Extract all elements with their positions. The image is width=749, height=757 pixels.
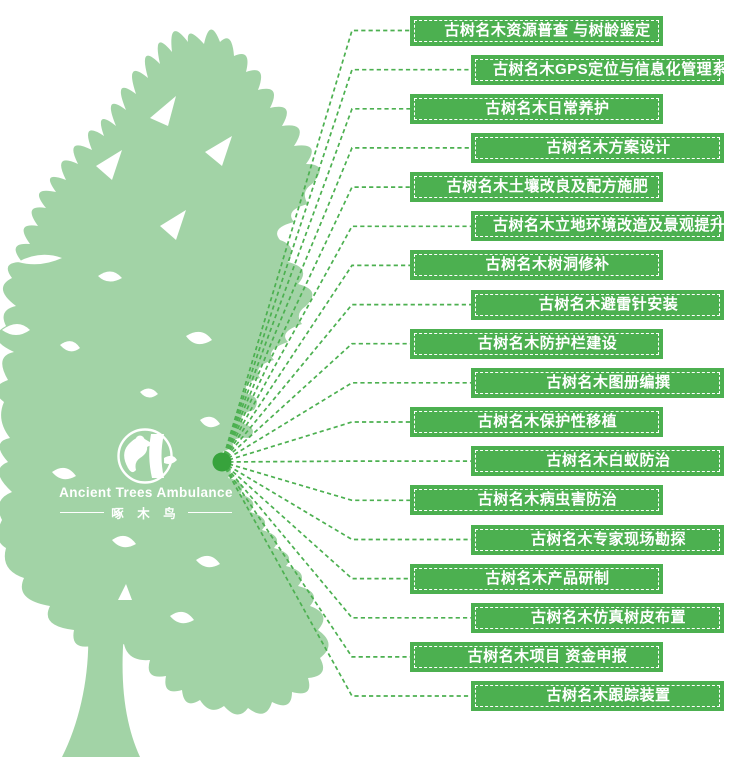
service-label-14[interactable]: 古树名木专家现场勘探 xyxy=(471,524,724,555)
foliage-hole xyxy=(52,467,76,480)
service-label-7[interactable]: 古树名木树洞修补 xyxy=(410,250,663,281)
service-label-13[interactable]: 古树名木病虫害防治 xyxy=(410,485,663,516)
hub-dot-icon xyxy=(212,452,232,472)
service-label-18[interactable]: 古树名木跟踪装置 xyxy=(471,681,724,711)
connector-line-9 xyxy=(221,342,410,463)
service-label-5[interactable]: 古树名木土壤改良及配方施肥 xyxy=(410,172,663,203)
connector-line-13 xyxy=(221,461,410,502)
foliage-hole xyxy=(2,324,30,335)
foliage-hole xyxy=(112,535,136,548)
service-label-10[interactable]: 古树名木图册编撰 xyxy=(471,367,724,398)
woodpecker-logo-icon xyxy=(117,428,177,484)
connector-line-7 xyxy=(221,264,410,463)
connector-line-3 xyxy=(221,107,410,463)
service-label-9[interactable]: 古树名木防护栏建设 xyxy=(410,328,663,359)
foliage-hole xyxy=(140,388,158,398)
connector-line-8 xyxy=(221,303,471,463)
service-label-3[interactable]: 古树名木日常养护 xyxy=(410,93,663,124)
logo-subtitle-cn: 啄 木 鸟 xyxy=(111,507,181,521)
foliage-hole xyxy=(96,150,122,180)
foliage-hole xyxy=(150,96,176,126)
connector-line-12 xyxy=(221,460,471,463)
foliage-hole xyxy=(160,210,186,240)
foliage-hole xyxy=(170,611,194,624)
connector-line-11 xyxy=(221,421,410,463)
service-label-11[interactable]: 古树名木保护性移植 xyxy=(410,407,663,437)
service-label-2[interactable]: 古树名木GPS定位与信息化管理系统开发 xyxy=(471,54,749,85)
service-label-4[interactable]: 古树名木方案设计 xyxy=(471,132,724,163)
service-label-16[interactable]: 古树名木仿真树皮布置 xyxy=(471,602,724,633)
connector-line-4 xyxy=(221,147,471,463)
service-label-6[interactable]: 古树名木立地环境改造及景观提升 xyxy=(471,211,725,242)
connector-line-2 xyxy=(221,68,471,463)
service-label-8[interactable]: 古树名木避雷针安装 xyxy=(471,289,724,320)
connector-line-1 xyxy=(221,29,410,463)
foliage-hole xyxy=(186,331,212,345)
connector-layer xyxy=(221,29,471,697)
logo-title: Ancient Trees Ambulance xyxy=(59,485,233,500)
service-label-15[interactable]: 古树名木产品研制 xyxy=(410,563,663,594)
logo: Ancient Trees Ambulance 啄 木 鸟 xyxy=(38,485,254,522)
connector-line-6 xyxy=(221,225,471,463)
foliage-hole xyxy=(118,584,132,600)
service-label-1[interactable]: 古树名木资源普查 与树龄鉴定 xyxy=(410,15,663,46)
service-label-12[interactable]: 古树名木白蚁防治 xyxy=(471,446,724,477)
foliage-hole xyxy=(205,136,232,166)
logo-dash-left xyxy=(60,512,105,513)
foliage-hole xyxy=(196,555,220,568)
connector-line-15 xyxy=(221,461,410,580)
connector-line-16 xyxy=(221,461,471,619)
logo-dash-right xyxy=(187,512,232,513)
tree-trunk xyxy=(62,630,140,757)
foliage-hole xyxy=(98,271,122,282)
foliage-hole xyxy=(60,341,80,352)
tree-canopy xyxy=(0,29,329,715)
logo-subtitle: 啄 木 鸟 xyxy=(38,503,254,522)
foliage-hole xyxy=(200,416,220,428)
connector-line-18 xyxy=(221,461,471,697)
service-label-17[interactable]: 古树名木项目 资金申报 xyxy=(410,641,663,672)
connector-line-17 xyxy=(221,461,410,658)
foliage-hole xyxy=(18,254,62,265)
